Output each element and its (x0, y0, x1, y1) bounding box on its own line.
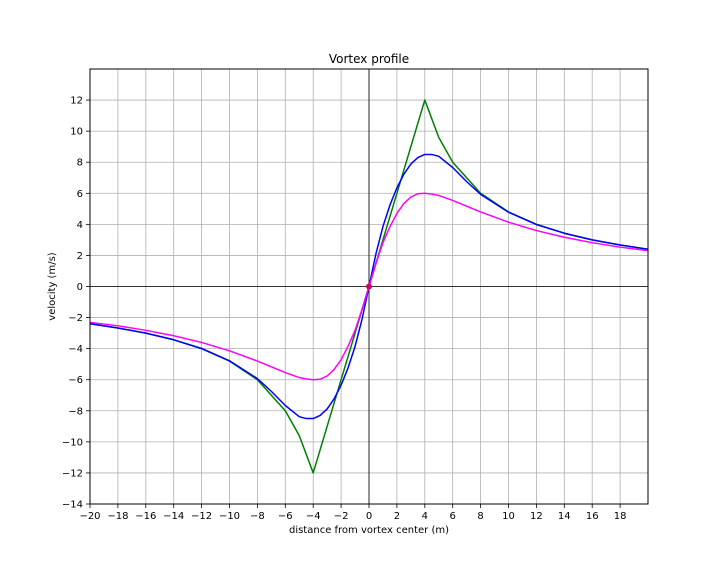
y-tick-label: −10 (62, 437, 83, 448)
x-tick-label: 16 (586, 511, 599, 522)
x-axis-label: distance from vortex center (m) (289, 525, 449, 536)
x-ticks: −20 −18 −16 −14 −12 −10 −8 −6 −4 −2 0 2 4 6 8 10 12 14 16 1… (79, 504, 626, 522)
x-tick-label: 0 (366, 511, 372, 522)
x-tick-label: −14 (163, 511, 184, 522)
origin-marker (366, 283, 372, 290)
x-tick-label: 4 (422, 511, 428, 522)
x-tick-label: −16 (135, 511, 156, 522)
x-tick-label: 2 (394, 511, 400, 522)
x-tick-label: 14 (558, 511, 571, 522)
y-tick-label: 0 (77, 282, 83, 293)
y-ticks: −14 −12 −10 −8 −6 −4 −2 0 2 4 6 8 10 12 (62, 96, 90, 511)
x-tick-label: −18 (107, 511, 128, 522)
x-tick-label: −12 (191, 511, 212, 522)
x-tick-label: 12 (530, 511, 543, 522)
x-tick-label: −2 (334, 511, 349, 522)
y-tick-label: −2 (68, 313, 83, 324)
y-tick-label: −12 (62, 468, 83, 479)
y-tick-label: −14 (62, 500, 83, 511)
y-tick-label: 6 (77, 189, 83, 200)
y-tick-label: 8 (77, 158, 83, 169)
y-tick-label: 4 (77, 220, 83, 231)
x-tick-label: −6 (278, 511, 293, 522)
y-tick-label: −4 (68, 344, 83, 355)
x-tick-label: −4 (306, 511, 321, 522)
y-axis-label: velocity (m/s) (47, 252, 58, 320)
x-tick-label: 8 (477, 511, 483, 522)
x-tick-label: 6 (450, 511, 456, 522)
y-tick-label: −6 (68, 375, 83, 386)
x-tick-label: 18 (614, 511, 627, 522)
x-tick-label: −8 (250, 511, 265, 522)
x-tick-label: 10 (502, 511, 515, 522)
y-tick-label: −8 (68, 406, 83, 417)
markers-group (366, 283, 372, 290)
y-tick-label: 12 (70, 96, 83, 107)
x-tick-label: −10 (219, 511, 240, 522)
y-tick-label: 10 (70, 127, 83, 138)
y-tick-label: 2 (77, 251, 83, 262)
x-tick-label: −20 (79, 511, 100, 522)
chart-title: Vortex profile (329, 52, 409, 66)
